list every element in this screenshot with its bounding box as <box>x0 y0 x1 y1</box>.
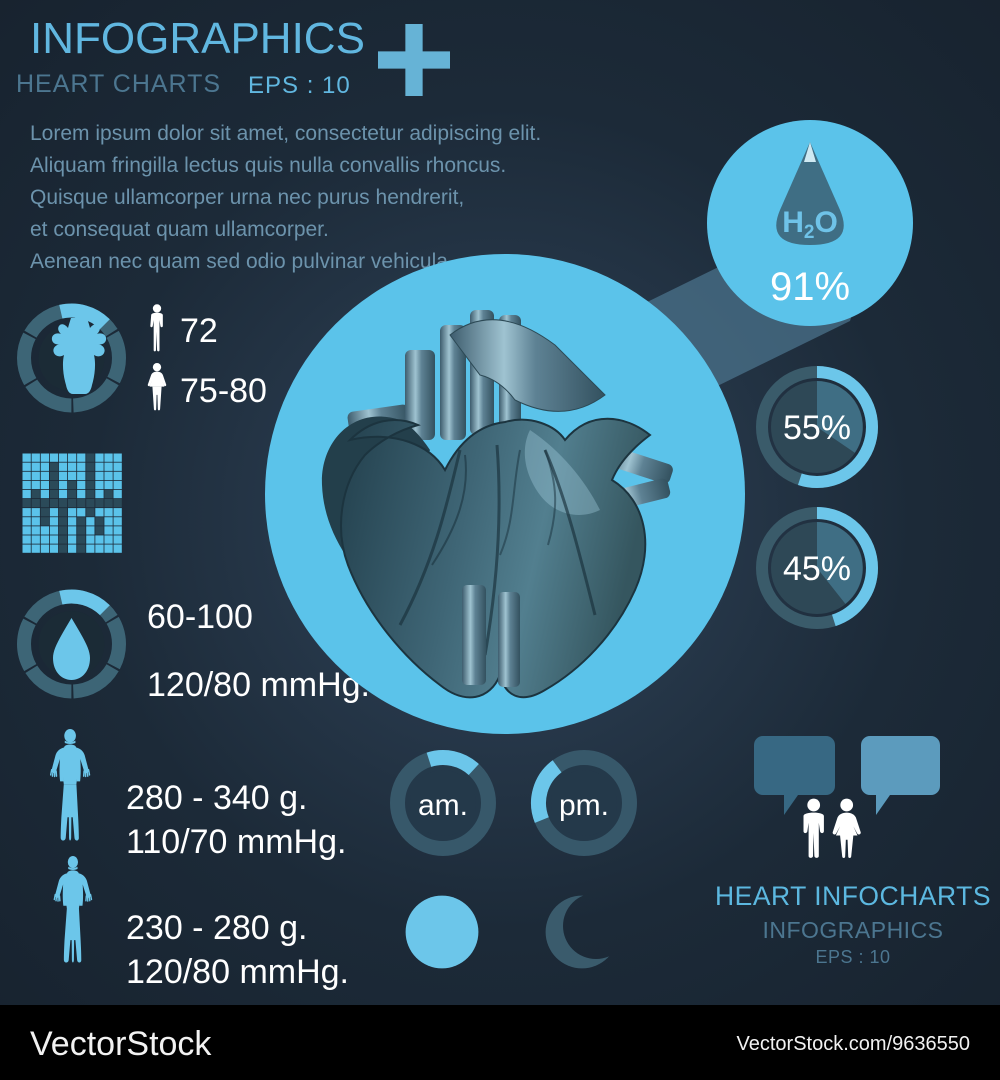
svg-text:INFOGRAPHICS: INFOGRAPHICS <box>762 917 943 943</box>
svg-text:HEART INFOCHARTS: HEART INFOCHARTS <box>715 881 991 911</box>
svg-text:91%: 91% <box>770 265 850 309</box>
svg-text:45%: 45% <box>783 550 851 588</box>
svg-text:EPS : 10: EPS : 10 <box>815 947 890 967</box>
svg-text:am.: am. <box>418 789 468 822</box>
svg-text:pm.: pm. <box>559 789 609 822</box>
svg-text:55%: 55% <box>783 409 851 447</box>
